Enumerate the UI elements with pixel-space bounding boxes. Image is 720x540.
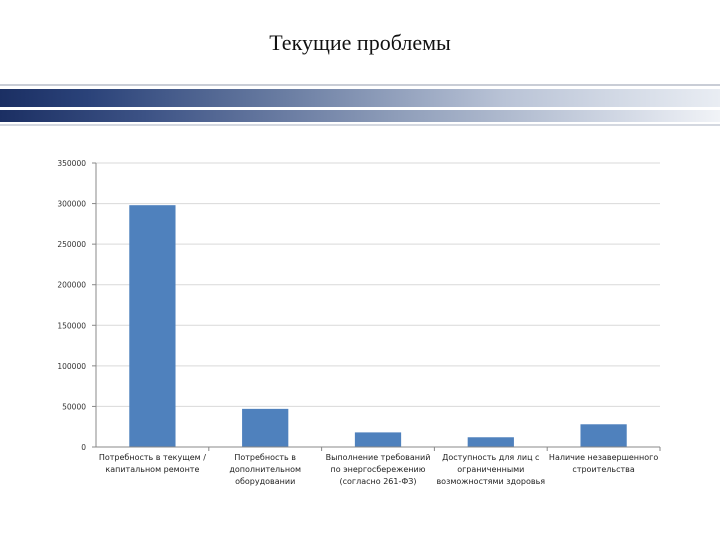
- bar-chart: 0 50000 100000 150000 200000 250000 300000 3500…: [57, 159, 661, 486]
- y-tick-label: 0: [81, 443, 86, 452]
- y-tick-label: 350000: [57, 159, 86, 168]
- y-tick-label: 200000: [57, 281, 86, 290]
- x-category-label: Выполнение требований по энергосбережению…: [326, 453, 431, 486]
- header-decor-line-bottom: [0, 124, 720, 126]
- bar: [354, 432, 402, 447]
- header-decor-band-bottom: [0, 110, 720, 122]
- header-decor-band-top: [0, 89, 720, 107]
- slide-title: Текущие проблемы: [269, 30, 451, 55]
- chart-bars: [129, 205, 627, 447]
- x-category-label: Потребность в текущем / капитальном ремон…: [99, 453, 206, 474]
- chart-category-labels: Потребность в текущем / капитальном ремон…: [99, 453, 659, 486]
- bar: [580, 424, 627, 447]
- bar: [242, 408, 289, 447]
- y-tick-label: 150000: [57, 321, 86, 330]
- y-tick-label: 100000: [57, 362, 86, 371]
- y-tick-label: 250000: [57, 240, 86, 249]
- bar: [467, 437, 514, 447]
- chart-y-tick-labels: 0 50000 100000 150000 200000 250000 300000 3500…: [57, 159, 86, 452]
- x-category-label: Потребность в дополнительном оборудовании: [229, 453, 301, 486]
- header-decor-line: [0, 84, 720, 86]
- chart-axes: [92, 162, 661, 451]
- x-category-label: Доступность для лиц с ограниченными возмож…: [436, 453, 545, 486]
- bar: [129, 205, 176, 447]
- y-tick-label: 50000: [62, 402, 86, 411]
- y-tick-label: 300000: [57, 200, 86, 209]
- chart-gridlines: [96, 162, 660, 407]
- x-category-label: Наличие незавершенного строительства: [549, 453, 658, 474]
